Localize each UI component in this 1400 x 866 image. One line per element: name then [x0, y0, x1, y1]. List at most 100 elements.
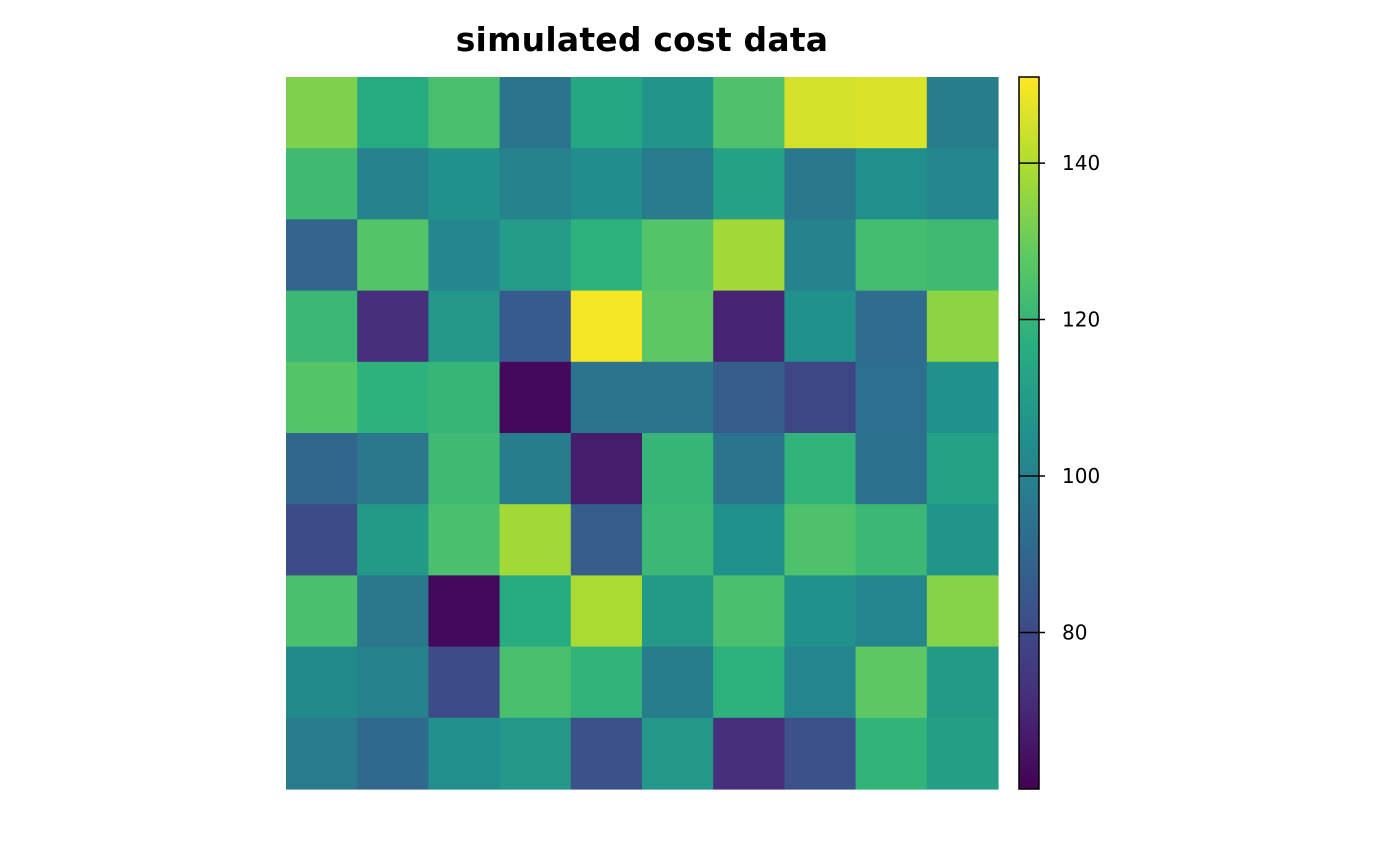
heatmap-cell [499, 290, 572, 363]
heatmap-cell [926, 575, 999, 648]
heatmap-cell [713, 219, 785, 292]
heatmap-cell [784, 433, 857, 505]
heatmap-cell [570, 77, 643, 149]
heatmap-cell [642, 77, 714, 149]
heatmap-cells [286, 77, 999, 790]
heatmap-cell [642, 575, 714, 648]
heatmap-cell [286, 219, 358, 292]
heatmap-cell [855, 433, 928, 505]
heatmap-cell [357, 433, 429, 505]
heatmap-cell [642, 646, 714, 719]
heatmap-cell [642, 290, 714, 363]
legend-tick-label: 120 [1062, 308, 1100, 332]
heatmap-cell [499, 219, 572, 292]
heatmap-cell [286, 361, 358, 434]
heatmap-cell [926, 77, 999, 149]
heatmap-cell [855, 77, 928, 149]
heatmap-cell [855, 575, 928, 648]
heatmap-cell [784, 148, 857, 220]
heatmap-cell [428, 148, 501, 220]
heatmap-cell [713, 504, 785, 576]
heatmap-cell [713, 575, 785, 648]
heatmap-cell [713, 717, 785, 790]
heatmap-cell [642, 504, 714, 576]
heatmap-cell [357, 361, 429, 434]
legend-tick-label: 80 [1062, 621, 1087, 645]
heatmap-cell [428, 433, 501, 505]
heatmap-cell [926, 433, 999, 505]
heatmap-cell [855, 717, 928, 790]
heatmap-cell [784, 575, 857, 648]
heatmap-cell [713, 361, 785, 434]
legend-tick-label: 140 [1062, 151, 1100, 175]
heatmap-cell [286, 148, 358, 220]
heatmap-cell [499, 646, 572, 719]
heatmap-cell [357, 290, 429, 363]
heatmap-cell [926, 361, 999, 434]
heatmap-cell [428, 361, 501, 434]
color-legend: 80 100 120 140 [1018, 76, 1100, 790]
heatmap-cell [357, 646, 429, 719]
heatmap-cell [713, 433, 785, 505]
heatmap-cell [570, 575, 643, 648]
heatmap-cell [926, 504, 999, 576]
legend-color-bar [1018, 76, 1040, 790]
heatmap-cell [926, 646, 999, 719]
heatmap-cell [926, 717, 999, 790]
heatmap-cell [357, 575, 429, 648]
heatmap-cell [357, 77, 429, 149]
heatmap-cell [713, 646, 785, 719]
heatmap-cell [499, 77, 572, 149]
heatmap-cell [357, 148, 429, 220]
heatmap-cell [570, 717, 643, 790]
heatmap-cell [713, 148, 785, 220]
heatmap-cell [286, 717, 358, 790]
heatmap-cell [642, 433, 714, 505]
heatmap-cell [926, 219, 999, 292]
heatmap-cell [499, 575, 572, 648]
heatmap-cell [642, 219, 714, 292]
heatmap-cell [642, 361, 714, 434]
heatmap-cell [428, 290, 501, 363]
heatmap-cell [713, 77, 785, 149]
heatmap-cell [642, 717, 714, 790]
heatmap-cell [286, 646, 358, 719]
heatmap-cell [642, 148, 714, 220]
heatmap-cell [286, 77, 358, 149]
heatmap-cell [428, 504, 501, 576]
heatmap-cell [286, 575, 358, 648]
heatmap-cell [428, 717, 501, 790]
legend-ticks: 80 100 120 140 [1019, 151, 1100, 645]
legend-tick-label: 100 [1062, 464, 1100, 488]
heatmap-cell [499, 504, 572, 576]
heatmap-cell [570, 361, 643, 434]
heatmap-cell [855, 504, 928, 576]
heatmap-cell [784, 504, 857, 576]
heatmap-cell [784, 77, 857, 149]
heatmap-cell [784, 219, 857, 292]
heatmap-cell [570, 219, 643, 292]
heatmap-cell [499, 361, 572, 434]
heatmap-cell [499, 433, 572, 505]
heatmap-cell [926, 290, 999, 363]
heatmap-cell [286, 433, 358, 505]
heatmap-cell [855, 646, 928, 719]
heatmap-cell [855, 290, 928, 363]
heatmap-cell [357, 504, 429, 576]
heatmap-cell [357, 717, 429, 790]
heatmap-cell [784, 717, 857, 790]
heatmap-cell [855, 148, 928, 220]
chart-title: simulated cost data [455, 20, 829, 59]
heatmap-cell [784, 290, 857, 363]
heatmap-cell [428, 646, 501, 719]
heatmap-cell [357, 219, 429, 292]
heatmap-cell [428, 575, 501, 648]
heatmap-cell [570, 504, 643, 576]
heatmap-cell [713, 290, 785, 363]
heatmap-cell [926, 148, 999, 220]
heatmap-cell [570, 290, 643, 363]
heatmap-cell [499, 717, 572, 790]
heatmap-cell [428, 219, 501, 292]
